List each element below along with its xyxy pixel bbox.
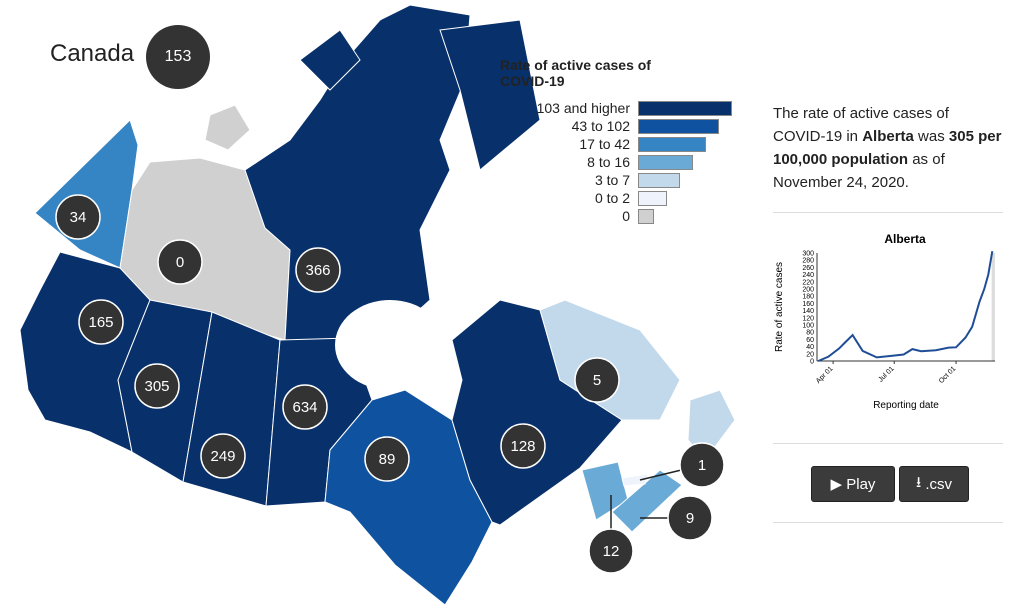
legend-swatch [638,100,732,116]
legend-label: 43 to 102 [571,118,630,134]
legend-label: 0 [622,208,630,224]
country-title: Canada [50,40,135,67]
series-line [817,251,994,362]
hudson-bay [335,300,445,390]
y-tick-label: 160 [802,301,814,308]
y-tick-label: 120 [802,315,814,322]
legend-item: 0 to 2 [500,189,732,207]
canada-rate-bubble: 153 [146,25,210,89]
rate-label: 249 [210,448,235,465]
rate-label: 5 [593,372,601,389]
rate-bubble[interactable]: 9 [667,495,713,541]
rate-label: 9 [686,510,694,527]
info-text: The rate of active cases of COVID-19 in … [773,105,1002,191]
y-tick-label: 300 [802,251,814,258]
legend-swatch [638,118,719,134]
legend-title: Rate of active cases of COVID-19 [500,57,651,89]
island [439,19,541,171]
legend-item: 43 to 102 [500,117,732,135]
legend-label: 3 to 7 [594,172,630,188]
legend-swatch [638,172,680,188]
rate-bubble[interactable]: 34 [55,194,101,240]
rate-label: 0 [176,254,184,271]
rate-bubble[interactable]: 165 [78,299,124,345]
download-icon: ⭳ [915,473,926,491]
legend-label: 0 to 2 [594,190,630,206]
rate-label: 305 [144,378,169,395]
region-quebec[interactable] [451,299,623,526]
y-tick-label: 20 [806,351,814,358]
y-tick-label: 0 [810,359,814,366]
y-tick-label: 100 [802,323,814,330]
y-tick-label: 60 [806,337,814,344]
rate-bubble[interactable]: 0 [157,239,203,285]
y-tick-label: 80 [806,330,814,337]
y-axis-label: Rate of active cases [774,262,785,352]
y-tick-label: 200 [802,287,814,294]
legend-swatch [638,154,693,170]
legend-swatch [638,208,654,224]
shaded-recent [991,253,995,361]
rate-bubble[interactable]: 1 [679,442,725,488]
island [299,29,361,91]
legend-swatch [638,190,667,206]
legend-item: 17 to 42 [500,135,732,153]
y-tick-label: 260 [802,265,814,272]
legend-swatch [638,136,706,152]
region-ontario[interactable] [324,389,493,606]
legend-label: 103 and higher [536,100,630,116]
divider [773,443,1003,444]
divider [773,522,1003,523]
play-icon: ▶ [830,476,847,493]
rate-bubble[interactable]: 305 [134,363,180,409]
y-tick-label: 140 [802,308,814,315]
rate-label: 12 [603,543,620,560]
download-csv-button[interactable]: ⭳ .csv [899,466,969,502]
rate-label: 34 [70,209,87,226]
rate-bubble[interactable]: 5 [574,357,620,403]
legend-label: 17 to 42 [579,136,630,152]
island [204,104,251,151]
y-tick-label: 280 [802,258,814,265]
region-newfoundland-and-labrador[interactable] [539,299,681,421]
rate-label: 634 [292,399,317,416]
rate-label: 89 [379,451,396,468]
y-tick-label: 240 [802,272,814,279]
x-tick-label: Oct 01 [938,365,958,385]
x-tick-label: Apr 01 [815,365,835,385]
rate-label: 1 [698,457,706,474]
rate-label: 366 [305,262,330,279]
legend-item: 8 to 16 [500,153,732,171]
rate-label: 128 [510,438,535,455]
alberta-chart: Alberta 020406080100120140160180200220240… [774,232,995,411]
divider [773,212,1003,213]
y-tick-label: 40 [806,344,814,351]
legend: Rate of active cases of COVID-19 103 and… [500,57,732,225]
rate-bubble[interactable]: 249 [200,433,246,479]
x-tick-label: Jul 01 [877,365,895,383]
legend-item: 0 [500,207,732,225]
y-tick-label: 180 [802,294,814,301]
rate-bubble[interactable]: 634 [282,384,328,430]
region-yukon[interactable] [34,119,139,269]
rate-label: 165 [88,314,113,331]
chart-title: Alberta [884,232,926,246]
rate-bubble[interactable]: 366 [295,247,341,293]
legend-item: 3 to 7 [500,171,732,189]
rate-bubble[interactable]: 89 [364,436,410,482]
y-tick-label: 220 [802,279,814,286]
rate-bubble[interactable]: 12 [588,528,634,574]
legend-item: 103 and higher [500,99,732,117]
x-axis-label: Reporting date [873,400,939,411]
legend-label: 8 to 16 [587,154,630,170]
canada-map: 34 0 366 165 305 249 634 89 128 5 12 9 1 [19,4,736,606]
region-prince-edward-island[interactable] [621,473,649,487]
play-button[interactable]: ▶ Play [811,466,895,502]
rate-bubble[interactable]: 128 [500,423,546,469]
